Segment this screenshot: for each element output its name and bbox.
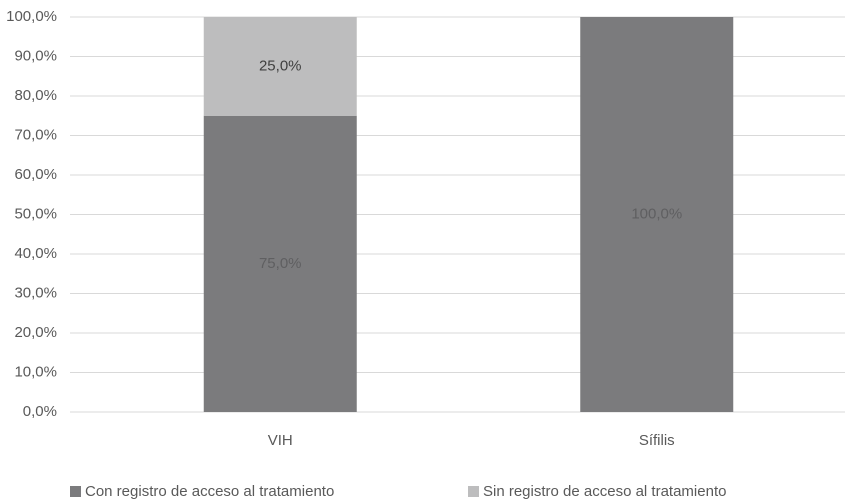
bar-segment	[203, 115, 357, 412]
bar-segment	[580, 17, 734, 412]
y-tick-label: 100,0%	[6, 8, 57, 25]
legend-swatch	[70, 486, 81, 497]
legend-swatch	[468, 486, 479, 497]
y-tick-label: 10,0%	[14, 363, 57, 380]
legend-label: Sin registro de acceso al tratamiento	[483, 483, 726, 500]
bar-segment	[203, 17, 357, 116]
y-tick-label: 80,0%	[14, 87, 57, 104]
data-label: 75,0%	[259, 255, 302, 272]
x-tick-label: VIH	[268, 432, 293, 449]
y-tick-label: 90,0%	[14, 47, 57, 64]
data-label: 100,0%	[631, 205, 682, 222]
y-tick-label: 60,0%	[14, 166, 57, 183]
y-tick-label: 30,0%	[14, 284, 57, 301]
legend-label: Con registro de acceso al tratamiento	[85, 483, 334, 500]
y-tick-label: 50,0%	[14, 205, 57, 222]
data-label: 25,0%	[259, 57, 302, 74]
y-tick-label: 40,0%	[14, 245, 57, 262]
y-tick-label: 20,0%	[14, 324, 57, 341]
y-tick-label: 0,0%	[23, 403, 57, 420]
x-tick-label: Sífilis	[639, 432, 675, 449]
y-tick-label: 70,0%	[14, 126, 57, 143]
